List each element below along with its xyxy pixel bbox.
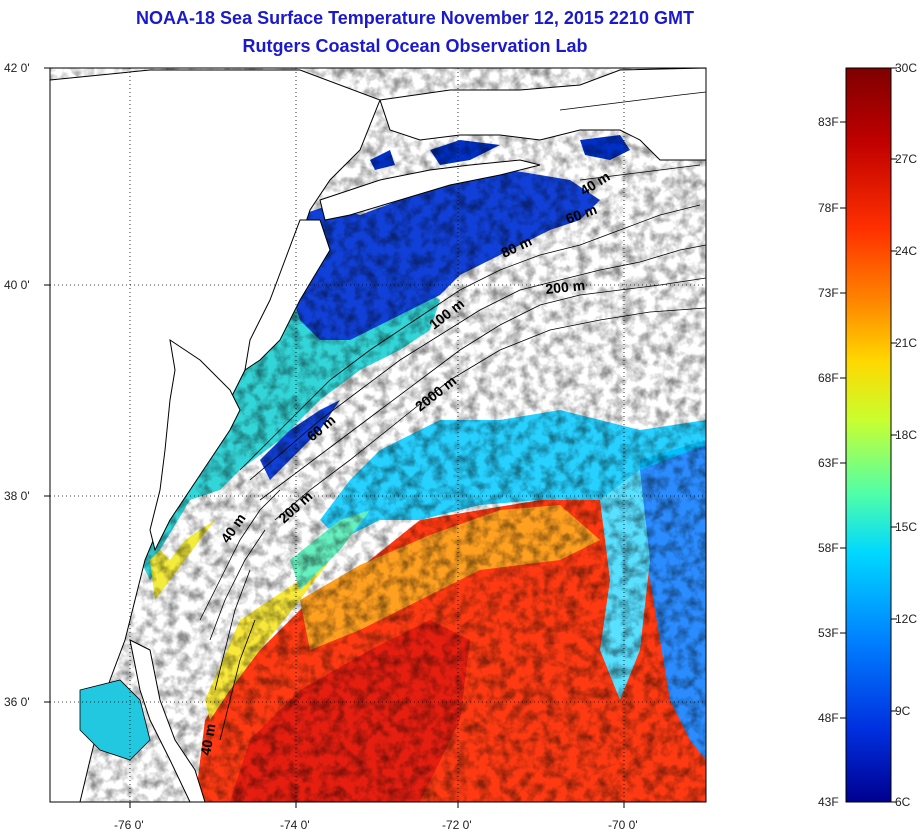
title-line-2: Rutgers Coastal Ocean Observation Lab xyxy=(242,36,588,56)
contour-label-200m-north: 200 m xyxy=(545,277,586,297)
colorbar-c-9: 9C xyxy=(895,704,911,718)
graticule xyxy=(50,68,706,802)
colorbar-c-21: 21C xyxy=(895,336,918,350)
colorbar-c-6: 6C xyxy=(895,795,911,809)
lat-label-42: 42 0' xyxy=(4,61,30,75)
pamlico-sound xyxy=(79,679,151,761)
lat-label-40: 40 0' xyxy=(4,278,30,292)
colorbar-c-30: 30C xyxy=(895,61,918,75)
colorbar-f-73: 73F xyxy=(818,286,839,300)
new-jersey-coast xyxy=(244,219,331,372)
lon-label-70: -70 0' xyxy=(608,818,638,832)
colorbar-c-15: 15C xyxy=(895,520,918,534)
delmarva-peninsula xyxy=(149,338,241,552)
colorbar-f-53: 53F xyxy=(818,626,839,640)
outer-banks xyxy=(129,639,206,802)
colorbar-ticks xyxy=(840,67,897,803)
colorbar-f-78: 78F xyxy=(818,201,839,215)
colorbar-f-83: 83F xyxy=(818,115,839,129)
lon-label-74: -74 0' xyxy=(280,818,310,832)
lat-label-38: 38 0' xyxy=(4,489,30,503)
lon-label-76: -76 0' xyxy=(114,818,144,832)
plot-frame xyxy=(49,67,707,803)
colorbar-c-24: 24C xyxy=(895,244,918,258)
colorbar-c-18: 18C xyxy=(895,428,918,442)
colorbar-f-58: 58F xyxy=(818,541,839,555)
colorbar-c-12: 12C xyxy=(895,612,918,626)
long-island xyxy=(319,159,541,221)
title-line-1: NOAA-18 Sea Surface Temperature November… xyxy=(136,8,694,28)
colorbar-f-48: 48F xyxy=(818,711,839,725)
new-england-coast xyxy=(379,68,706,161)
bathymetry-contours xyxy=(199,91,706,741)
colorbar-f-68: 68F xyxy=(818,371,839,385)
colorbar-f-63: 63F xyxy=(818,456,839,470)
colorbar-c-27: 27C xyxy=(895,152,918,166)
axis-ticks xyxy=(44,67,625,808)
colorbar xyxy=(845,67,892,803)
contour-label-40m-south: 40 m xyxy=(197,722,218,756)
lat-label-36: 36 0' xyxy=(4,695,30,709)
colorbar-f-43: 43F xyxy=(818,795,839,809)
lon-label-72: -72 0' xyxy=(442,818,472,832)
